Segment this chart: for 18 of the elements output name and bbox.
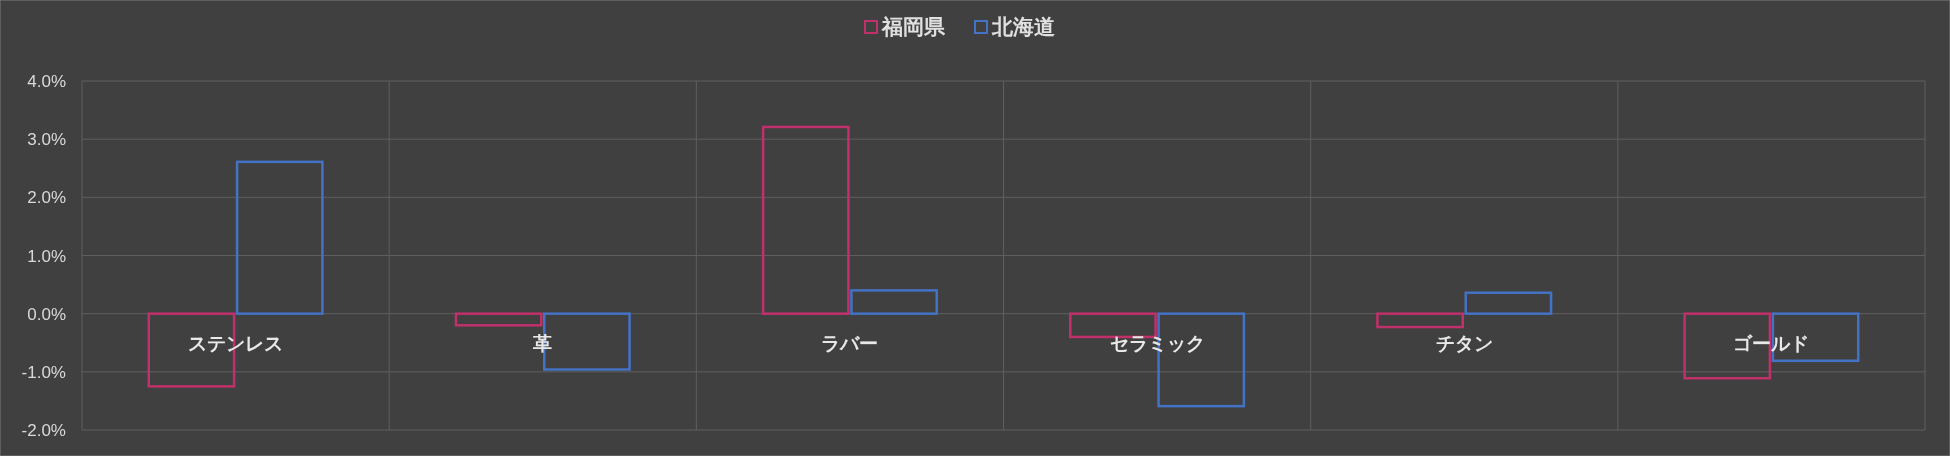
bar <box>1683 312 1772 380</box>
y-tick-label: -1.0% <box>21 362 66 382</box>
y-tick-label: 2.0% <box>27 188 66 208</box>
x-tick-label: チタン <box>1435 332 1493 354</box>
x-tick-label: ラバー <box>821 332 879 354</box>
bar <box>235 160 324 315</box>
y-tick-label: 4.0% <box>27 72 66 91</box>
bar <box>761 125 850 315</box>
bar <box>850 289 938 315</box>
y-tick-label: 1.0% <box>27 246 66 266</box>
legend-label: 福岡県 <box>881 15 946 38</box>
y-tick-label: -2.0% <box>21 421 66 440</box>
y-tick-label: 0.0% <box>27 304 66 324</box>
legend-label: 北海道 <box>991 15 1055 38</box>
bar <box>1376 312 1464 329</box>
bar <box>454 312 543 327</box>
bar <box>1464 291 1553 315</box>
y-tick-label: 3.0% <box>27 130 66 150</box>
